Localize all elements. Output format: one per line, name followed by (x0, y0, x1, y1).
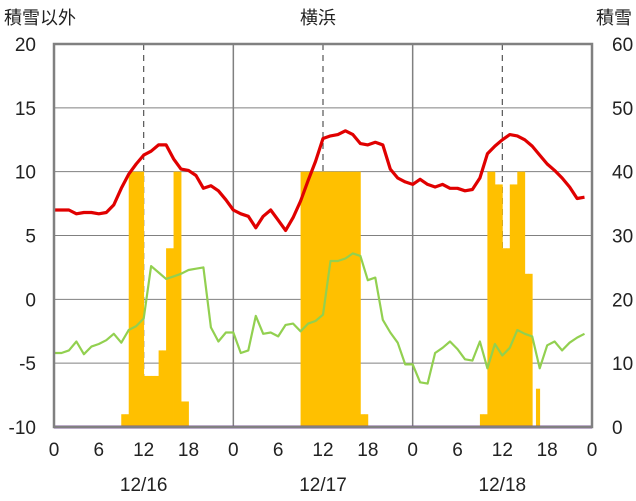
chart-title: 横浜 (300, 8, 336, 29)
snow-bar (319, 171, 324, 427)
snow-bar (147, 375, 152, 427)
snow-bar (315, 171, 320, 427)
x-tick-label: 18 (357, 440, 378, 461)
left-tick-label: -10 (9, 418, 36, 439)
snow-bar (326, 171, 331, 427)
x-tick-label: 6 (94, 440, 105, 461)
x-tick-label: 18 (178, 440, 199, 461)
left-tick-label: 20 (15, 35, 36, 56)
snow-bar (345, 171, 350, 427)
snow-bar (181, 401, 186, 427)
snow-bar (132, 171, 137, 427)
snow-depth-bars (121, 171, 541, 427)
snow-bar (509, 184, 514, 427)
snow-bar (169, 248, 174, 427)
plot-frame (52, 42, 594, 429)
snow-bar (517, 171, 522, 427)
snow-bar (151, 375, 156, 427)
snow-bar (494, 184, 499, 427)
snow-bar (356, 171, 361, 427)
date-label: 12/16 (120, 475, 168, 496)
left-tick-label: 0 (25, 290, 36, 311)
snow-bar (528, 273, 533, 427)
x-tick-label: 12 (492, 440, 513, 461)
right-tick-label: 50 (612, 99, 633, 120)
date-label: 12/17 (299, 475, 347, 496)
snow-bar (491, 171, 496, 427)
x-tick-label: 18 (537, 440, 558, 461)
snow-bar (121, 414, 126, 427)
snow-bar (502, 248, 507, 427)
left-tick-label: -5 (19, 354, 36, 375)
snow-bar (300, 171, 305, 427)
snow-bar (173, 171, 178, 427)
snow-bar (487, 171, 492, 427)
snow-bar (128, 171, 133, 427)
x-tick-label: 0 (587, 440, 598, 461)
snow-bar (177, 171, 182, 427)
snow-bar (483, 414, 488, 427)
right-tick-label: 0 (612, 418, 623, 439)
green-series-line (54, 252, 586, 385)
snow-bar (479, 414, 485, 427)
x-tick-label: 0 (49, 440, 60, 461)
right-tick-label: 40 (612, 163, 633, 184)
snow-bar (349, 171, 354, 427)
snow-bar (166, 248, 171, 427)
left-tick-label: 10 (15, 163, 36, 184)
right-axis-title: 積雪 (596, 8, 632, 29)
snow-bar (364, 414, 369, 427)
snow-bar (308, 171, 313, 427)
date-label: 12/18 (479, 475, 527, 496)
red-series-line (54, 129, 585, 232)
right-tick-label: 10 (612, 354, 633, 375)
snow-bar (330, 171, 335, 427)
snow-bar (506, 248, 511, 427)
x-tick-label: 12 (133, 440, 154, 461)
snow-bar (124, 414, 130, 427)
snow-bar (524, 273, 529, 427)
snow-bar (341, 171, 346, 427)
snow-bar (360, 414, 365, 427)
right-tick-label: 30 (612, 227, 633, 248)
x-tick-label: 6 (452, 440, 463, 461)
snow-bar (136, 171, 141, 427)
snow-bar (304, 171, 309, 427)
x-tick-label: 0 (228, 440, 239, 461)
x-tick-label: 12 (312, 440, 333, 461)
snow-bar (521, 171, 526, 427)
x-tick-label: 6 (273, 440, 284, 461)
snow-bar (311, 171, 316, 427)
left-tick-label: 5 (25, 227, 36, 248)
snow-bar (139, 171, 145, 427)
snow-bar (513, 184, 518, 427)
snow-bar (158, 350, 163, 427)
x-tick-label: 0 (407, 440, 418, 461)
left-axis-title: 積雪以外 (4, 8, 76, 29)
snow-bar (184, 401, 189, 427)
snow-bar (535, 388, 541, 427)
snow-bar (154, 375, 160, 427)
snow-bar (143, 375, 148, 427)
snow-bar (162, 350, 167, 427)
snow-bar (498, 184, 503, 427)
right-tick-label: 60 (612, 35, 633, 56)
snow-bar (352, 171, 358, 427)
left-tick-label: 15 (15, 99, 36, 120)
snow-bar (334, 171, 339, 427)
snow-bar (337, 171, 343, 427)
right-tick-label: 20 (612, 290, 633, 311)
